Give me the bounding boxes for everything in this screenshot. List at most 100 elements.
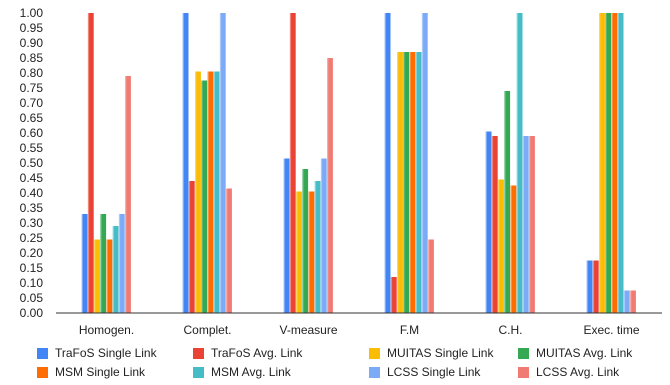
bar-lcss-single-link-4 — [522, 136, 529, 313]
bar-lcss-avg-link-1 — [226, 188, 232, 313]
y-tick-label: 1.00 — [20, 6, 44, 20]
bar-msm-single-link-5 — [611, 13, 618, 313]
bar-trafos-avg-link-0 — [87, 13, 94, 313]
bar-lcss-single-link-1 — [219, 13, 226, 313]
bar-highlight — [522, 136, 525, 313]
bar-highlight — [415, 52, 417, 313]
bar-highlight — [118, 214, 121, 313]
bar-highlight — [504, 91, 506, 313]
bar-highlight — [320, 158, 323, 313]
bar-highlight — [485, 131, 487, 313]
legend: TraFoS Single Link TraFoS Avg. Link MUITAS… — [37, 346, 633, 379]
bar-muitas-avg-link-3 — [403, 52, 410, 313]
bar-lcss-avg-link-2 — [327, 58, 333, 313]
legend-label: MUITAS Avg. Link — [536, 346, 633, 360]
legend-label: LCSS Avg. Link — [536, 365, 620, 379]
bar-lcss-single-link-0 — [118, 214, 125, 313]
bar-highlight — [302, 169, 304, 313]
bar-lcss-avg-link-4 — [529, 136, 535, 313]
bar-highlight — [390, 277, 393, 313]
legend-label: TraFoS Avg. Link — [211, 346, 303, 360]
bar-muitas-avg-link-2 — [302, 169, 309, 313]
bar-highlight — [592, 260, 595, 313]
bar-trafos-single-link-5 — [586, 260, 593, 313]
bar-highlight — [314, 181, 316, 313]
y-tick-label: 0.75 — [20, 81, 44, 95]
bar-lcss-avg-link-3 — [428, 239, 434, 313]
bar-highlight — [498, 179, 500, 313]
y-tick-label: 0.05 — [20, 291, 44, 305]
legend-label: MSM Single Link — [55, 365, 146, 379]
legend-label: MSM Avg. Link — [211, 365, 292, 379]
bar-muitas-single-link-2 — [296, 191, 302, 313]
bar-highlight — [201, 80, 203, 313]
y-tick-label: 0.20 — [20, 246, 44, 260]
bar-msm-single-link-0 — [106, 239, 113, 313]
legend-swatch — [37, 367, 48, 378]
y-tick-label: 0.30 — [20, 216, 44, 230]
bar-highlight — [112, 226, 114, 313]
bar-msm-avg-link-5 — [617, 13, 624, 313]
bar-highlight — [605, 13, 607, 313]
bar-msm-avg-link-1 — [213, 71, 220, 313]
bar-lcss-single-link-2 — [320, 158, 327, 313]
legend-label: MUITAS Single Link — [387, 346, 494, 360]
bar-muitas-avg-link-0 — [100, 214, 107, 313]
bar-lcss-avg-link-5 — [630, 290, 636, 313]
bar-msm-avg-link-3 — [415, 52, 422, 313]
bar-highlight — [491, 136, 494, 313]
y-tick-label: 0.95 — [20, 21, 44, 35]
bar-highlight — [213, 71, 215, 313]
bar-highlight — [219, 13, 222, 313]
bar-highlight — [529, 136, 531, 313]
bar-trafos-single-link-3 — [384, 13, 391, 313]
bar-highlight — [283, 158, 285, 313]
y-tick-label: 0.60 — [20, 126, 44, 140]
bar-trafos-single-link-0 — [81, 214, 88, 313]
x-tick-label: Homogen. — [79, 323, 134, 337]
bar-msm-single-link-4 — [510, 185, 517, 313]
y-tick-label: 0.35 — [20, 201, 44, 215]
y-tick-label: 0.10 — [20, 276, 44, 290]
bar-lcss-single-link-3 — [421, 13, 428, 313]
legend-swatch — [193, 367, 204, 378]
bar-muitas-avg-link-5 — [605, 13, 612, 313]
bar-trafos-single-link-2 — [283, 158, 290, 313]
bar-muitas-avg-link-4 — [504, 91, 511, 313]
bar-msm-avg-link-2 — [314, 181, 321, 313]
bar-highlight — [188, 181, 191, 313]
bar-highlight — [125, 76, 127, 313]
y-tick-label: 0.70 — [20, 96, 44, 110]
bar-highlight — [397, 52, 399, 313]
bar-highlight — [296, 191, 298, 313]
x-tick-label: C.H. — [499, 323, 523, 337]
bar-muitas-single-link-5 — [599, 13, 605, 313]
y-tick-label: 0.00 — [20, 306, 44, 320]
bar-muitas-single-link-0 — [94, 239, 100, 313]
legend-swatch — [193, 348, 204, 359]
legend-label: LCSS Single Link — [387, 365, 481, 379]
bar-muitas-single-link-4 — [498, 179, 504, 313]
x-tick-label: Complet. — [183, 323, 231, 337]
bar-muitas-single-link-1 — [195, 71, 201, 313]
y-axis: 0.000.050.100.150.200.250.300.350.400.45… — [20, 6, 44, 320]
legend-swatch — [518, 367, 529, 378]
y-tick-label: 0.80 — [20, 66, 44, 80]
y-tick-label: 0.45 — [20, 171, 44, 185]
bar-highlight — [510, 185, 512, 313]
bar-highlight — [384, 13, 386, 313]
bar-highlight — [289, 13, 292, 313]
legend-swatch — [369, 348, 380, 359]
y-tick-label: 0.15 — [20, 261, 44, 275]
bar-trafos-avg-link-3 — [390, 277, 397, 313]
bar-msm-single-link-1 — [207, 71, 214, 313]
legend-swatch — [518, 348, 529, 359]
bar-highlight — [599, 13, 601, 313]
bar-highlight — [87, 13, 90, 313]
bar-highlight — [308, 191, 310, 313]
bar-msm-avg-link-0 — [112, 226, 119, 313]
bar-trafos-single-link-4 — [485, 131, 492, 313]
bar-highlight — [623, 290, 626, 313]
bar-highlight — [421, 13, 424, 313]
bar-highlight — [516, 13, 518, 313]
